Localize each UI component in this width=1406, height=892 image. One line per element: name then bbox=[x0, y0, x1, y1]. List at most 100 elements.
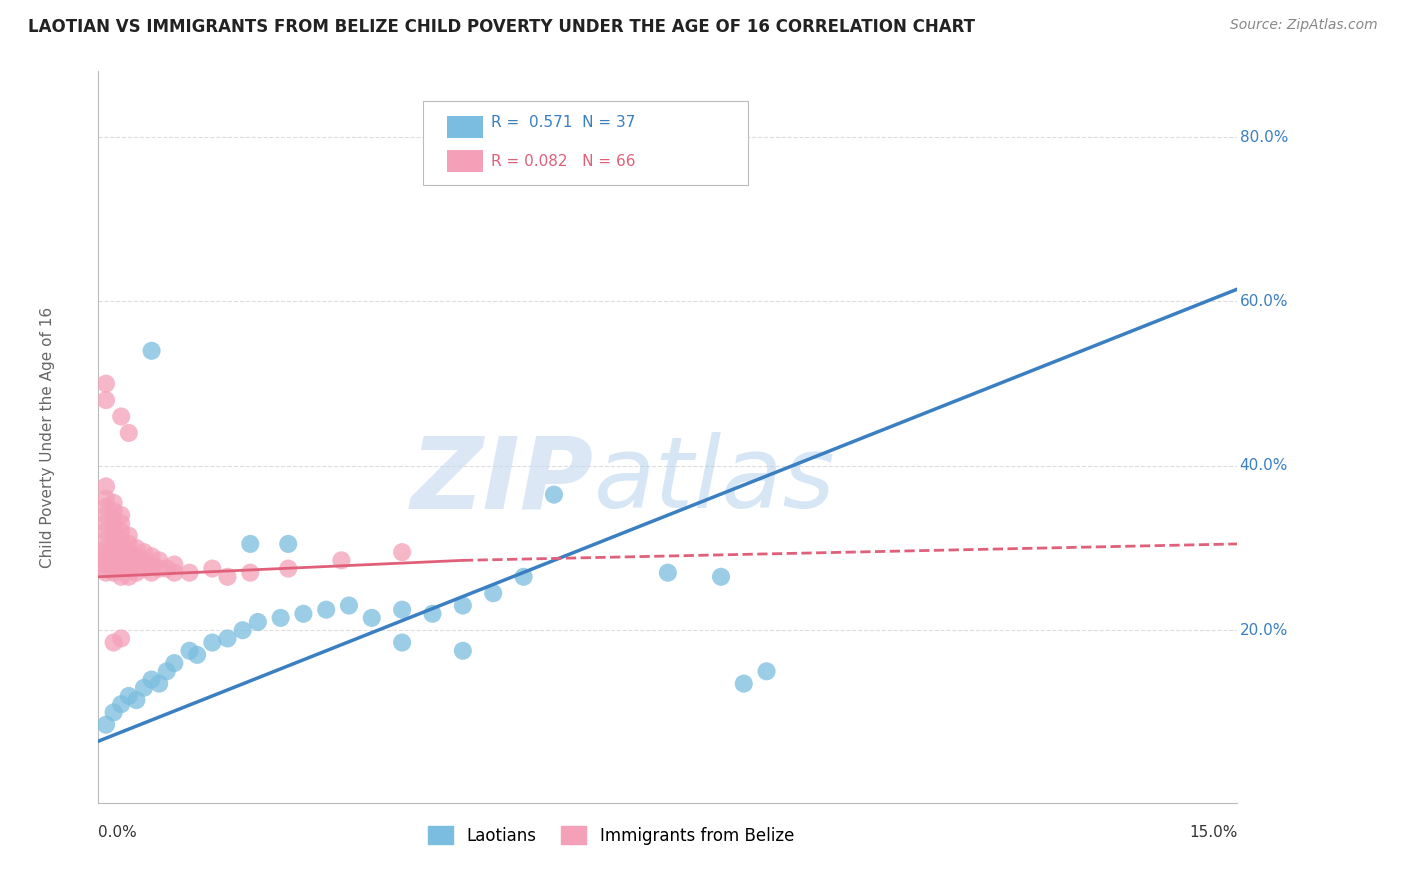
Point bbox=[239, 566, 262, 580]
Point bbox=[482, 586, 505, 600]
Point bbox=[277, 561, 299, 575]
Point bbox=[141, 558, 163, 572]
Point bbox=[103, 635, 125, 649]
Point bbox=[94, 479, 117, 493]
Point bbox=[596, 130, 619, 145]
Point bbox=[118, 425, 141, 440]
Point bbox=[94, 566, 117, 580]
Point bbox=[270, 611, 292, 625]
Point bbox=[360, 611, 382, 625]
Point bbox=[103, 561, 125, 575]
Point bbox=[733, 676, 755, 690]
Point bbox=[232, 624, 254, 638]
Point bbox=[94, 491, 117, 506]
Point bbox=[125, 566, 148, 580]
FancyBboxPatch shape bbox=[447, 151, 484, 172]
Text: 40.0%: 40.0% bbox=[1240, 458, 1288, 474]
Point bbox=[103, 566, 125, 580]
Point bbox=[337, 599, 360, 613]
Point bbox=[110, 570, 132, 584]
Point bbox=[94, 545, 117, 559]
Point bbox=[94, 516, 117, 531]
Point bbox=[277, 537, 299, 551]
Point bbox=[330, 553, 353, 567]
Point bbox=[110, 409, 132, 424]
Point bbox=[94, 541, 117, 555]
Point bbox=[103, 706, 125, 720]
Point bbox=[94, 524, 117, 539]
Point bbox=[217, 632, 239, 646]
Point bbox=[110, 549, 132, 564]
Point bbox=[657, 566, 679, 580]
Point bbox=[94, 500, 117, 514]
Point bbox=[217, 570, 239, 584]
Text: R = 0.082   N = 66: R = 0.082 N = 66 bbox=[491, 153, 636, 169]
Point bbox=[148, 676, 170, 690]
Point bbox=[292, 607, 315, 621]
Point bbox=[125, 693, 148, 707]
Point bbox=[755, 665, 778, 679]
Point bbox=[110, 508, 132, 523]
Text: LAOTIAN VS IMMIGRANTS FROM BELIZE CHILD POVERTY UNDER THE AGE OF 16 CORRELATION : LAOTIAN VS IMMIGRANTS FROM BELIZE CHILD … bbox=[28, 18, 976, 36]
Point bbox=[94, 549, 117, 564]
Point bbox=[118, 529, 141, 543]
Point bbox=[118, 689, 141, 703]
Point bbox=[163, 558, 186, 572]
Point bbox=[201, 635, 224, 649]
Point bbox=[110, 558, 132, 572]
Point bbox=[186, 648, 208, 662]
Point bbox=[94, 717, 117, 731]
Point bbox=[132, 553, 155, 567]
Text: 20.0%: 20.0% bbox=[1240, 623, 1288, 638]
Point bbox=[94, 561, 117, 575]
Point bbox=[94, 533, 117, 547]
Point bbox=[125, 558, 148, 572]
Point bbox=[103, 537, 125, 551]
Point bbox=[94, 553, 117, 567]
Point bbox=[141, 343, 163, 358]
Point bbox=[451, 644, 474, 658]
Point bbox=[141, 673, 163, 687]
Point bbox=[94, 376, 117, 391]
Point bbox=[103, 512, 125, 526]
Point bbox=[103, 496, 125, 510]
Point bbox=[391, 635, 413, 649]
Point bbox=[103, 529, 125, 543]
Point bbox=[543, 487, 565, 501]
Point bbox=[103, 545, 125, 559]
Point bbox=[118, 537, 141, 551]
Point bbox=[156, 665, 179, 679]
Point bbox=[422, 607, 444, 621]
Point bbox=[239, 537, 262, 551]
Point bbox=[179, 566, 201, 580]
Point bbox=[163, 656, 186, 670]
Text: Source: ZipAtlas.com: Source: ZipAtlas.com bbox=[1230, 18, 1378, 32]
Text: R =  0.571  N = 37: R = 0.571 N = 37 bbox=[491, 115, 636, 130]
Text: 15.0%: 15.0% bbox=[1189, 825, 1237, 839]
Point bbox=[125, 549, 148, 564]
Point bbox=[110, 561, 132, 575]
Point bbox=[512, 570, 534, 584]
Point bbox=[94, 508, 117, 523]
Point bbox=[110, 516, 132, 531]
Point bbox=[391, 545, 413, 559]
Text: 0.0%: 0.0% bbox=[98, 825, 138, 839]
Point bbox=[246, 615, 269, 629]
Point bbox=[141, 566, 163, 580]
Text: ZIP: ZIP bbox=[411, 433, 593, 530]
Point bbox=[710, 570, 733, 584]
FancyBboxPatch shape bbox=[423, 101, 748, 185]
Point bbox=[132, 545, 155, 559]
Point bbox=[103, 558, 125, 572]
Point bbox=[110, 533, 132, 547]
Point bbox=[156, 561, 179, 575]
Point bbox=[148, 561, 170, 575]
Point bbox=[110, 697, 132, 711]
Point bbox=[103, 520, 125, 534]
Point bbox=[391, 602, 413, 616]
Point bbox=[118, 570, 141, 584]
Point bbox=[94, 393, 117, 408]
Point bbox=[118, 553, 141, 567]
Point bbox=[132, 681, 155, 695]
Point bbox=[148, 553, 170, 567]
